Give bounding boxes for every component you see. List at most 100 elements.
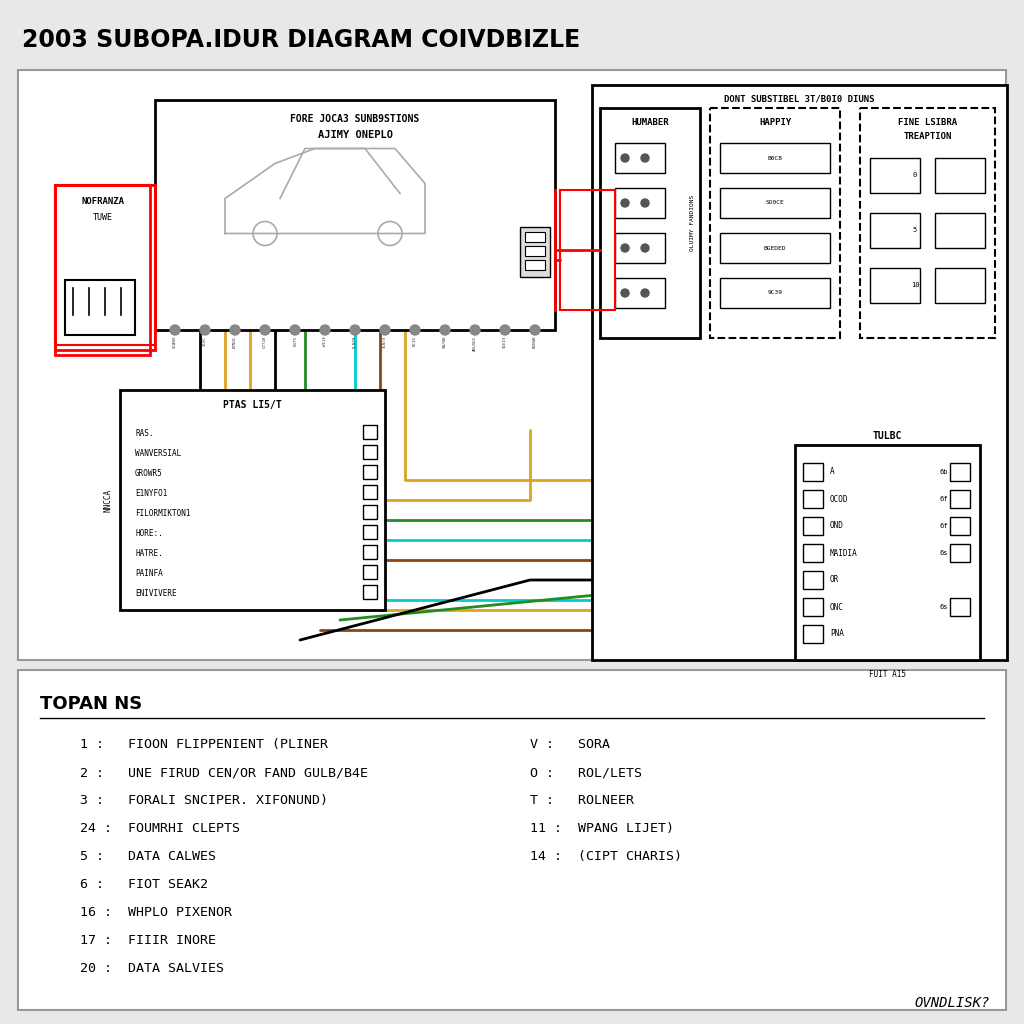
Circle shape [621, 244, 629, 252]
Bar [362, 565, 377, 579]
Text: SCANS: SCANS [173, 336, 177, 348]
Circle shape [350, 325, 360, 335]
Bar [870, 213, 920, 248]
Text: OVNDLISK?: OVNDLISK? [914, 996, 990, 1010]
Text: OLUIMY FANDIONS: OLUIMY FANDIONS [689, 195, 694, 251]
Text: WIJE: WIJE [323, 336, 327, 346]
Bar [720, 278, 830, 308]
Bar [950, 517, 970, 535]
Circle shape [260, 325, 270, 335]
Text: TULBC: TULBC [872, 431, 902, 441]
Bar [950, 490, 970, 508]
Bar [362, 585, 377, 599]
Text: WANVERSIAL: WANVERSIAL [135, 449, 181, 458]
Text: 17 :  FIIIR INORE: 17 : FIIIR INORE [80, 934, 216, 947]
Bar [362, 545, 377, 559]
Circle shape [621, 154, 629, 162]
Text: HATRE.: HATRE. [135, 549, 163, 557]
Bar [362, 465, 377, 479]
Text: MAIDIA: MAIDIA [830, 549, 858, 557]
Text: GROWR5: GROWR5 [135, 469, 163, 477]
Bar [935, 268, 985, 303]
Bar [362, 485, 377, 499]
Bar [615, 143, 665, 173]
Text: TREAPTION: TREAPTION [903, 132, 951, 141]
Circle shape [380, 325, 390, 335]
Circle shape [230, 325, 240, 335]
Bar [803, 598, 823, 616]
Text: ONC: ONC [830, 602, 844, 611]
Bar [560, 190, 615, 310]
Text: 2 :   UNE FIRUD CEN/OR FAND GULB/B4E: 2 : UNE FIRUD CEN/OR FAND GULB/B4E [80, 766, 368, 779]
Text: RAS.: RAS. [135, 428, 154, 437]
Text: NOFRANZA: NOFRANZA [81, 197, 124, 206]
Text: T :   ROLNEER: T : ROLNEER [530, 794, 634, 807]
Text: HAPPIY: HAPPIY [759, 118, 792, 127]
Bar [525, 259, 545, 269]
Text: TOPAN NS: TOPAN NS [40, 695, 142, 713]
Text: OND: OND [830, 521, 844, 530]
Text: 9C39: 9C39 [768, 291, 782, 296]
Text: 6s: 6s [939, 550, 948, 556]
Circle shape [470, 325, 480, 335]
Bar [720, 233, 830, 263]
Text: ENIVIVERE: ENIVIVERE [135, 589, 176, 597]
Text: 5: 5 [912, 227, 918, 233]
Bar [615, 278, 665, 308]
Text: O :   ROL/LETS: O : ROL/LETS [530, 766, 642, 779]
Circle shape [410, 325, 420, 335]
Text: BGEDED: BGEDED [764, 246, 786, 251]
Text: 6f: 6f [939, 496, 948, 502]
Bar [362, 505, 377, 519]
Text: NNCCA: NNCCA [103, 488, 113, 512]
Text: AJIMY ONEPLO: AJIMY ONEPLO [317, 130, 392, 140]
Bar [55, 185, 150, 355]
Bar [720, 143, 830, 173]
Bar [120, 390, 385, 610]
Text: PAINFA: PAINFA [135, 568, 163, 578]
Circle shape [500, 325, 510, 335]
Bar [55, 185, 155, 350]
Bar [615, 233, 665, 263]
Text: SIEIS: SIEIS [503, 336, 507, 348]
Bar [803, 571, 823, 589]
Text: HORE:.: HORE:. [135, 528, 163, 538]
Bar [520, 226, 550, 276]
Text: D-N70: D-N70 [353, 336, 357, 348]
Bar [870, 268, 920, 303]
Text: FINE LSIBRA: FINE LSIBRA [898, 118, 957, 127]
Bar [18, 670, 1006, 1010]
Text: 11 :  WPANG LIJET): 11 : WPANG LIJET) [530, 822, 674, 835]
Text: 2003 SUBOPA.IDUR DIAGRAM COIVDBIZLE: 2003 SUBOPA.IDUR DIAGRAM COIVDBIZLE [22, 28, 581, 52]
Bar [803, 490, 823, 508]
Text: 0: 0 [912, 172, 918, 178]
Bar [362, 425, 377, 439]
Text: 6s: 6s [939, 604, 948, 610]
Bar [615, 188, 665, 218]
Text: 5 :   DATA CALWES: 5 : DATA CALWES [80, 850, 216, 863]
Bar [362, 445, 377, 459]
Text: 6b: 6b [939, 469, 948, 475]
Bar [362, 525, 377, 539]
Text: 20 :  DATA SALVIES: 20 : DATA SALVIES [80, 962, 224, 975]
Text: 10: 10 [910, 282, 920, 288]
Text: 6f: 6f [939, 523, 948, 529]
Text: OCOD: OCOD [830, 495, 849, 504]
Circle shape [319, 325, 330, 335]
Bar [710, 108, 840, 338]
Bar [65, 280, 135, 335]
Bar [935, 158, 985, 193]
Bar [935, 213, 985, 248]
Bar [795, 445, 980, 660]
Text: 3LN/S: 3LN/S [383, 336, 387, 348]
Bar [803, 463, 823, 481]
Text: 3 :   FORALI SNCIPER. XIFONUND): 3 : FORALI SNCIPER. XIFONUND) [80, 794, 328, 807]
Circle shape [641, 289, 649, 297]
Bar [525, 231, 545, 242]
Text: B0C8: B0C8 [768, 156, 782, 161]
Circle shape [440, 325, 450, 335]
Text: PNA: PNA [830, 630, 844, 639]
Bar [803, 517, 823, 535]
Text: FUIT A15: FUIT A15 [869, 670, 906, 679]
Text: JCXC: JCXC [203, 336, 207, 346]
